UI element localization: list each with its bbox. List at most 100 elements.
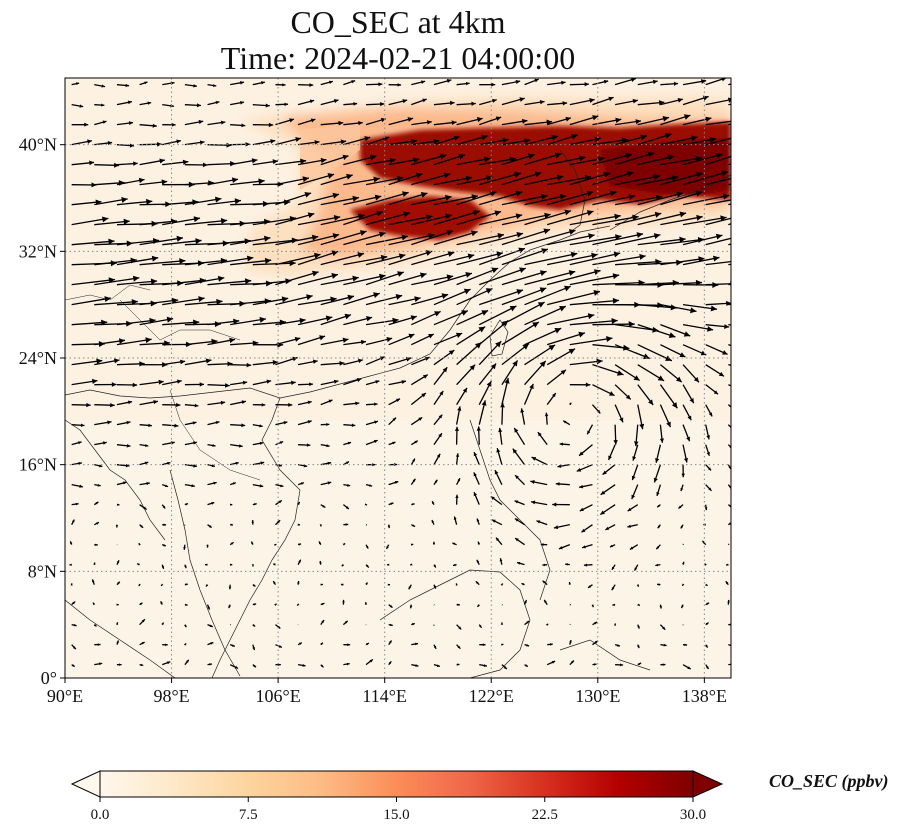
- wind-vector-shaft: [614, 175, 661, 186]
- wind-vector-head: [584, 82, 589, 87]
- wind-vector-head: [546, 119, 553, 125]
- wind-vector-head: [494, 470, 499, 475]
- wind-vector-head: [176, 235, 183, 242]
- wind-vector-head: [230, 523, 234, 526]
- wind-vector-head: [241, 400, 246, 405]
- wind-vector-head: [421, 393, 426, 398]
- colorbar-tick-label: 0.0: [91, 807, 110, 823]
- wind-vector-head: [412, 478, 416, 482]
- wind-vector-shaft: [139, 220, 178, 226]
- wind-vector-head: [312, 359, 318, 364]
- wind-vector-head: [738, 365, 742, 369]
- wind-vector-head: [519, 97, 525, 102]
- wind-vector-shaft: [479, 267, 526, 286]
- colorbar-label: CO_SEC (ppbv): [769, 771, 889, 792]
- wind-vector-head: [369, 484, 373, 487]
- lower-latitude-tint: [65, 420, 731, 678]
- wind-vector-head: [492, 98, 497, 103]
- wind-vector-head: [442, 367, 448, 373]
- wind-vector-head: [626, 171, 634, 177]
- wind-vector-head: [705, 644, 708, 648]
- wind-vector-head: [84, 122, 89, 127]
- wind-vector-head: [594, 621, 598, 625]
- wind-vector-shaft: [501, 287, 547, 306]
- wind-vector-head: [357, 252, 364, 258]
- wind-vector-head: [358, 213, 365, 220]
- wind-vector-head: [454, 426, 460, 431]
- wind-vector-head: [432, 501, 435, 504]
- wind-vector-head: [742, 233, 749, 239]
- wind-vector-head: [415, 642, 419, 646]
- wind-vector-shaft: [705, 217, 731, 226]
- wind-vector-head: [449, 100, 455, 106]
- wind-vector-head: [326, 444, 330, 448]
- wind-vector-head: [217, 275, 225, 282]
- wind-vector-head: [226, 142, 232, 148]
- wind-vector-head: [633, 375, 640, 381]
- wind-vector-shaft: [728, 143, 731, 146]
- wind-vector-head: [504, 377, 510, 384]
- wind-vector-head: [114, 162, 120, 168]
- wind-vector-head: [96, 522, 99, 525]
- wind-vector-head: [722, 350, 728, 355]
- wind-vector-shaft: [365, 212, 411, 226]
- wind-vector-head: [289, 260, 296, 267]
- wind-vector-head: [374, 420, 378, 424]
- wind-vector-shaft: [728, 644, 731, 647]
- wind-vector-head: [458, 153, 465, 160]
- wind-vector-shaft: [592, 171, 634, 186]
- wind-vector-head: [204, 563, 208, 566]
- wind-vector-head: [387, 525, 391, 529]
- wind-vector-head: [455, 453, 460, 457]
- wind-vector-head: [515, 475, 519, 480]
- wind-vector-head: [481, 310, 489, 316]
- wind-vector-head: [97, 483, 101, 487]
- wind-vector-head: [497, 232, 504, 239]
- wind-vector-head: [161, 583, 164, 586]
- wind-vector-head: [520, 408, 525, 413]
- wind-vector-head: [539, 287, 547, 293]
- wind-vector-head: [307, 420, 312, 424]
- wind-vector-shaft: [388, 192, 428, 206]
- wind-vector-shaft: [365, 294, 403, 306]
- wind-vector-head: [687, 415, 692, 421]
- wind-vector-head: [689, 398, 694, 404]
- wind-vector-head: [693, 377, 699, 383]
- wind-vector-head: [138, 583, 141, 587]
- wind-vector-head: [514, 171, 521, 178]
- wind-vector-head: [687, 666, 691, 670]
- wind-vector-head: [79, 104, 84, 108]
- wind-vector-head: [207, 606, 210, 610]
- wind-vector-head: [265, 103, 270, 108]
- wind-vector-head: [157, 141, 162, 147]
- wind-vector-shaft: [546, 332, 586, 346]
- wind-vector-head: [619, 417, 624, 423]
- wind-vector-head: [554, 327, 562, 334]
- wind-vector-head: [110, 402, 115, 408]
- wind-vector-head: [479, 625, 482, 628]
- wind-vector-head: [631, 475, 636, 481]
- wind-vector-head: [75, 502, 79, 506]
- wind-vector-shaft: [433, 272, 473, 286]
- wind-vector-head: [213, 481, 217, 485]
- wind-vector-shaft: [592, 195, 636, 206]
- wind-vector-head: [483, 156, 491, 163]
- coast-myanmar: [65, 419, 166, 541]
- wind-vector-head: [554, 152, 562, 159]
- wind-vector-head: [251, 541, 254, 545]
- wind-vector-head: [653, 477, 658, 483]
- wind-vector-head: [627, 524, 631, 528]
- wind-vector-head: [347, 643, 351, 647]
- coast-indochina: [211, 397, 301, 678]
- wind-vector-shaft: [297, 173, 335, 186]
- wind-vector-head: [125, 463, 130, 468]
- wind-vector-head: [662, 626, 666, 630]
- wind-vector-head: [299, 642, 302, 645]
- wind-vector-head: [252, 624, 256, 627]
- wind-vector-head: [465, 175, 473, 182]
- wind-vector-head: [127, 400, 133, 405]
- wind-vector-shaft: [230, 220, 271, 226]
- wind-vector-head: [339, 360, 345, 366]
- wind-vector-head: [657, 504, 660, 508]
- wind-vector-head: [332, 233, 340, 239]
